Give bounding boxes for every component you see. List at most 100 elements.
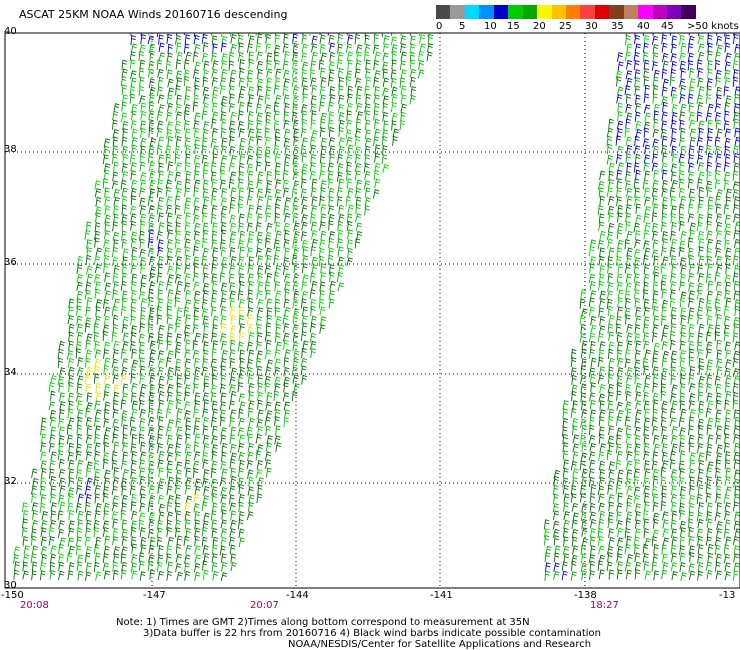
wind-barb: [706, 528, 713, 539]
wind-barb: [156, 204, 163, 215]
wind-barb: [156, 86, 163, 97]
wind-barb: [714, 145, 721, 156]
wind-barb: [715, 306, 721, 317]
wind-barb: [671, 384, 678, 394]
wind-barb: [653, 544, 659, 555]
wind-barb: [292, 33, 298, 44]
wind-barb: [705, 331, 712, 342]
wind-barb: [76, 433, 83, 445]
wind-barb: [111, 459, 118, 470]
wind-barb: [86, 265, 93, 275]
wind-barb: [121, 187, 128, 197]
wind-barb: [633, 60, 640, 70]
wind-barb: [301, 281, 308, 291]
wind-barb: [283, 94, 290, 105]
wind-barb: [238, 42, 244, 53]
wind-barb: [644, 196, 651, 206]
wind-barb: [220, 333, 227, 343]
wind-barb: [184, 367, 191, 377]
wind-barb: [626, 535, 632, 546]
wind-barb: [174, 145, 181, 156]
wind-barb: [175, 33, 178, 36]
wind-barb: [175, 469, 182, 479]
wind-barb: [237, 341, 244, 352]
wind-barb: [138, 519, 145, 531]
wind-barb: [221, 68, 228, 79]
wind-barb: [724, 153, 731, 164]
wind-barb: [130, 195, 137, 206]
wind-barb: [661, 86, 668, 97]
wind-barb: [156, 305, 162, 317]
wind-barb: [31, 492, 37, 504]
wind-barb: [203, 161, 210, 172]
wind-barb: [688, 297, 695, 308]
wind-barb: [651, 485, 658, 496]
wind-barb: [220, 434, 227, 445]
wind-barb: [202, 229, 209, 240]
wind-barb: [77, 357, 84, 367]
wind-barb: [409, 43, 416, 53]
wind-barb: [671, 35, 678, 46]
wind-barb: [247, 469, 254, 479]
wind-barb: [634, 552, 641, 563]
wind-barb: [229, 145, 236, 156]
wind-barb: [723, 528, 730, 539]
wind-barb: [76, 290, 83, 301]
wind-barb: [103, 163, 111, 173]
wind-barb: [176, 280, 183, 291]
wind-barb: [257, 196, 264, 206]
wind-barb: [563, 502, 569, 513]
wind-barb: [120, 546, 128, 556]
wind-barb: [660, 221, 667, 232]
wind-barb: [706, 213, 713, 224]
wind-barb: [220, 306, 227, 317]
wind-barb: [292, 154, 299, 165]
wind-barb: [255, 161, 262, 172]
wind-barb: [581, 340, 588, 351]
wind-barb: [562, 433, 568, 445]
wind-barb: [671, 93, 678, 104]
wind-barb: [194, 392, 201, 402]
wind-barb: [292, 59, 299, 70]
wind-barb: [346, 161, 352, 172]
wind-barb: [175, 333, 182, 343]
wind-barb: [706, 220, 713, 231]
wind-barb: [652, 281, 659, 292]
wind-barb: [599, 341, 606, 351]
wind-barb: [292, 298, 299, 309]
wind-barb: [338, 264, 345, 275]
wind-barb: [661, 315, 667, 326]
wind-barb: [140, 441, 146, 452]
wind-barb: [671, 104, 678, 114]
wind-barb: [103, 510, 110, 520]
wind-barb: [301, 221, 308, 231]
wind-barb: [733, 213, 740, 223]
wind-barb: [129, 86, 136, 97]
wind-barb: [724, 289, 731, 300]
wind-barb: [714, 169, 721, 180]
wind-barb: [229, 384, 236, 394]
wind-barb: [158, 170, 165, 181]
wind-barb: [239, 323, 246, 334]
wind-barb: [284, 145, 291, 155]
wind-barb: [400, 51, 407, 61]
wind-barb: [248, 204, 255, 215]
wind-barb: [617, 52, 624, 62]
wind-barb: [706, 78, 713, 88]
wind-barb: [725, 196, 732, 207]
wind-barb: [680, 67, 687, 78]
wind-barb: [337, 246, 344, 257]
wind-barb: [77, 519, 84, 530]
wind-barb: [643, 93, 650, 104]
wind-barb: [120, 569, 127, 580]
wind-barb: [624, 290, 631, 301]
wind-barb: [572, 418, 579, 428]
wind-barb: [220, 197, 228, 207]
wind-barb: [76, 274, 83, 284]
wind-barb: [147, 554, 155, 564]
wind-barb: [193, 425, 200, 435]
wind-barb: [21, 527, 28, 537]
wind-barb: [626, 340, 633, 350]
wind-barb: [328, 61, 335, 71]
wind-barb: [329, 86, 336, 97]
